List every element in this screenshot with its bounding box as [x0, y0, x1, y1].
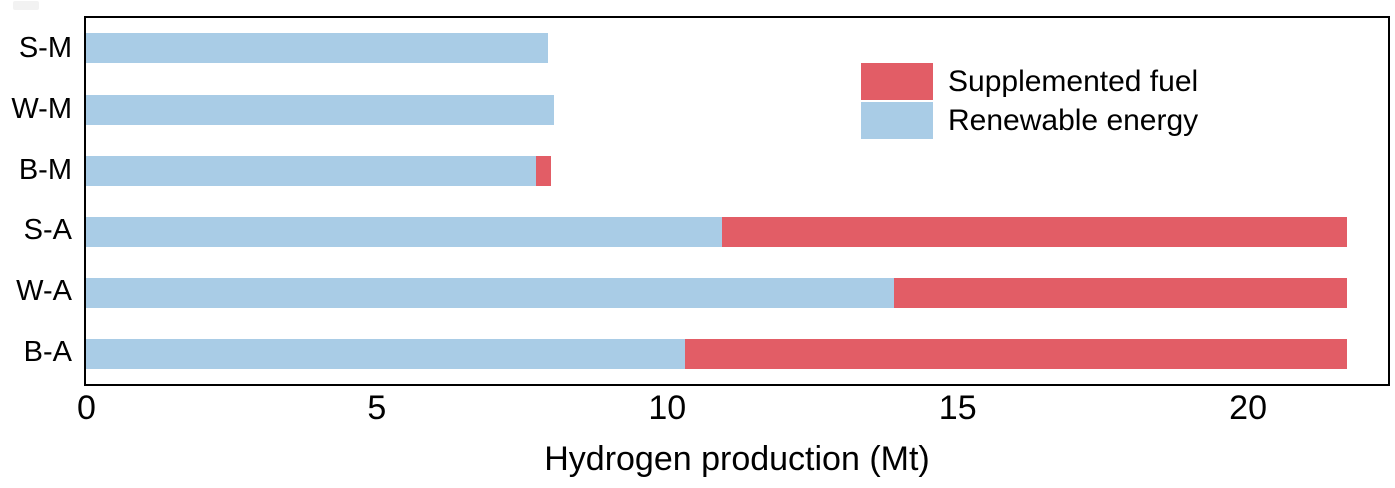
y-tick-label: S-M	[18, 31, 72, 64]
y-tick-label: B-A	[23, 336, 72, 369]
legend: Supplemented fuel Renewable energy	[861, 63, 1198, 139]
legend-swatch-supplemented-fuel	[861, 63, 933, 100]
bar-row-b-a	[86, 338, 1388, 369]
x-tick-label: 5	[367, 389, 387, 427]
bar-segment-renewable-energy	[86, 338, 685, 369]
bar-segment-renewable-energy	[86, 94, 554, 125]
bars-layer	[86, 18, 1388, 384]
bar-segment-supplemented-fuel	[893, 277, 1348, 308]
x-tick-label: 20	[1229, 389, 1268, 427]
bar-row-w-m	[86, 94, 1388, 125]
bar-segment-supplemented-fuel	[722, 216, 1348, 247]
y-tick-label: W-A	[16, 275, 72, 308]
y-tick-label: W-M	[11, 92, 72, 125]
bar-segment-renewable-energy	[86, 216, 723, 247]
x-tick-label: 10	[648, 389, 687, 427]
y-tick-label: B-M	[18, 153, 72, 186]
x-tick-label: 15	[938, 389, 977, 427]
y-tick-label: S-A	[23, 214, 72, 247]
legend-swatch-renewable-energy	[861, 102, 933, 139]
bar-segment-renewable-energy	[86, 155, 537, 186]
bar-row-s-m	[86, 33, 1388, 64]
bar-segment-renewable-energy	[86, 33, 549, 64]
y-axis: S-M W-M B-M S-A W-A B-A	[0, 18, 72, 383]
bar-row-s-a	[86, 216, 1388, 247]
cropped-panel-label-artifact	[13, 1, 39, 10]
plot-area: Supplemented fuel Renewable energy	[84, 16, 1390, 386]
x-tick-label: 0	[77, 389, 96, 427]
bar-row-b-m	[86, 155, 1388, 186]
bar-segment-supplemented-fuel	[536, 155, 551, 186]
x-axis-title: Hydrogen production (Mt)	[544, 440, 930, 478]
bar-segment-renewable-energy	[86, 277, 894, 308]
legend-item: Renewable energy	[861, 102, 1198, 139]
legend-item: Supplemented fuel	[861, 63, 1198, 100]
bar-segment-supplemented-fuel	[684, 338, 1348, 369]
bar-row-w-a	[86, 277, 1388, 308]
x-axis: 0 5 10 15 20	[77, 389, 1388, 431]
legend-label: Renewable energy	[948, 104, 1199, 137]
legend-label: Supplemented fuel	[948, 65, 1199, 98]
